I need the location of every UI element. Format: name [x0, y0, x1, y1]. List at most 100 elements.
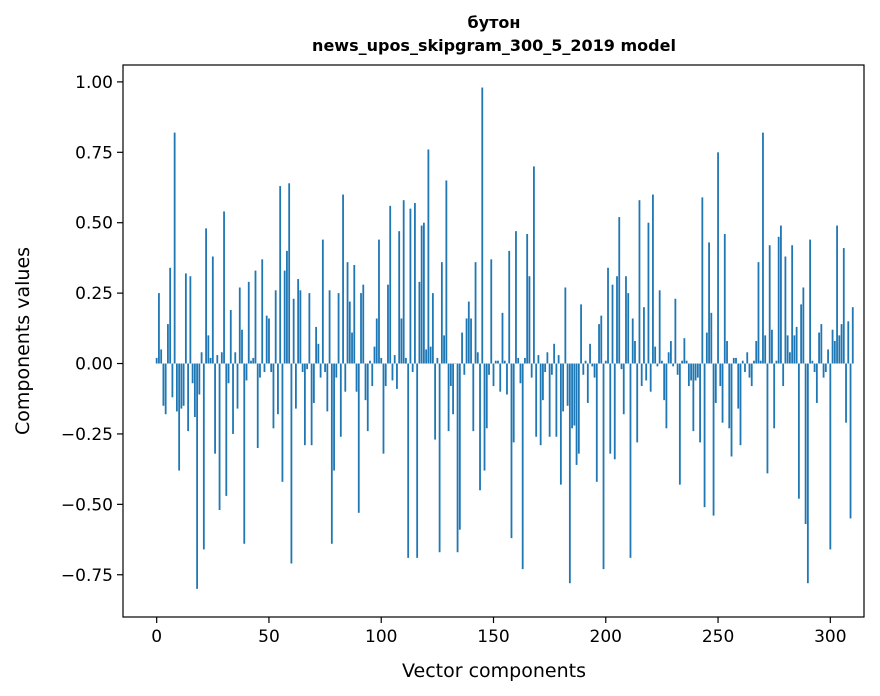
bar-196 — [595, 363, 598, 482]
bar-209 — [625, 276, 627, 364]
bar-50 — [268, 318, 270, 364]
bar-18 — [196, 363, 198, 589]
bar-260 — [739, 363, 742, 446]
bar-219 — [647, 222, 650, 364]
bar-296 — [820, 324, 823, 364]
bar-129 — [445, 180, 448, 364]
bar-142 — [474, 262, 477, 364]
bar-39 — [243, 363, 246, 544]
bar-271 — [764, 335, 767, 364]
bar-91 — [360, 293, 362, 364]
bar-217 — [643, 307, 645, 364]
y-tick-label: 0.25 — [75, 284, 113, 304]
bar-124 — [434, 363, 437, 440]
bar-66 — [303, 363, 306, 446]
bar-174 — [546, 352, 549, 364]
bar-148 — [488, 363, 490, 375]
bar-230 — [672, 363, 675, 367]
bar-115 — [414, 203, 416, 364]
bar-266 — [753, 360, 755, 364]
bar-138 — [465, 318, 468, 364]
bar-92 — [362, 284, 365, 364]
bar-40 — [245, 363, 248, 381]
bar-48 — [263, 363, 266, 372]
bar-270 — [762, 132, 764, 364]
bar-145 — [481, 87, 484, 364]
bar-303 — [836, 225, 838, 364]
bar-85 — [346, 262, 349, 364]
bar-246 — [708, 242, 710, 364]
bar-144 — [479, 363, 481, 491]
bar-307 — [845, 363, 847, 423]
bar-76 — [326, 363, 329, 412]
x-tick-label: 250 — [702, 627, 734, 647]
bar-47 — [261, 259, 264, 364]
bar-44 — [254, 270, 257, 364]
bar-134 — [456, 363, 459, 553]
bar-251 — [719, 363, 722, 387]
bar-214 — [636, 363, 639, 443]
bar-203 — [611, 284, 614, 364]
bar-12 — [182, 363, 185, 406]
bar-254 — [726, 341, 728, 364]
bar-154 — [501, 312, 504, 364]
bar-21 — [202, 363, 205, 550]
bar-156 — [506, 363, 508, 395]
bar-88 — [353, 264, 356, 364]
bar-30 — [223, 211, 225, 364]
bar-292 — [811, 360, 814, 364]
bar-176 — [550, 363, 553, 375]
bar-53 — [274, 290, 277, 364]
bar-27 — [216, 355, 219, 364]
bar-304 — [838, 335, 841, 364]
bar-263 — [746, 352, 749, 364]
bar-51 — [270, 363, 273, 372]
chart-title-line-2: news_upos_skipgram_300_5_2019 model — [312, 36, 676, 55]
bar-57 — [283, 270, 286, 364]
bar-114 — [411, 363, 414, 372]
bar-198 — [600, 315, 603, 364]
bar-221 — [652, 194, 654, 364]
bar-166 — [528, 276, 531, 364]
bar-250 — [717, 152, 719, 364]
bar-111 — [405, 357, 407, 364]
bar-32 — [227, 363, 230, 384]
bar-77 — [328, 290, 331, 364]
bar-239 — [692, 363, 695, 432]
bar-290 — [806, 363, 809, 584]
bar-24 — [209, 357, 212, 364]
bar-140 — [470, 318, 472, 364]
bar-69 — [310, 363, 313, 446]
bar-268 — [757, 262, 760, 364]
bar-184 — [568, 363, 571, 584]
bar-236 — [685, 360, 688, 364]
bar-68 — [308, 293, 311, 364]
bar-94 — [366, 363, 369, 432]
bar-2 — [160, 349, 163, 364]
bar-128 — [443, 335, 445, 364]
bar-116 — [416, 363, 419, 558]
bar-58 — [286, 250, 288, 364]
bar-83 — [342, 194, 344, 364]
bar-107 — [396, 363, 398, 389]
bar-192 — [586, 363, 589, 403]
bar-238 — [690, 363, 692, 381]
bar-78 — [330, 363, 333, 544]
bar-60 — [290, 363, 293, 564]
bar-231 — [674, 298, 677, 364]
ticks-group: 0 50 100 150 200 250 300 −0.75 −0.50 −0.25 0.00 0.2… — [61, 73, 847, 647]
bar-243 — [701, 197, 704, 364]
bar-248 — [712, 363, 715, 516]
bar-147 — [485, 363, 488, 429]
bar-87 — [351, 332, 353, 364]
bar-117 — [418, 281, 421, 364]
bar-14 — [187, 363, 190, 432]
bar-287 — [800, 304, 803, 364]
bar-181 — [562, 363, 565, 412]
bar-29 — [220, 352, 223, 364]
bar-245 — [705, 332, 708, 364]
bar-234 — [681, 360, 684, 364]
bar-186 — [573, 363, 576, 426]
bar-226 — [663, 363, 666, 401]
